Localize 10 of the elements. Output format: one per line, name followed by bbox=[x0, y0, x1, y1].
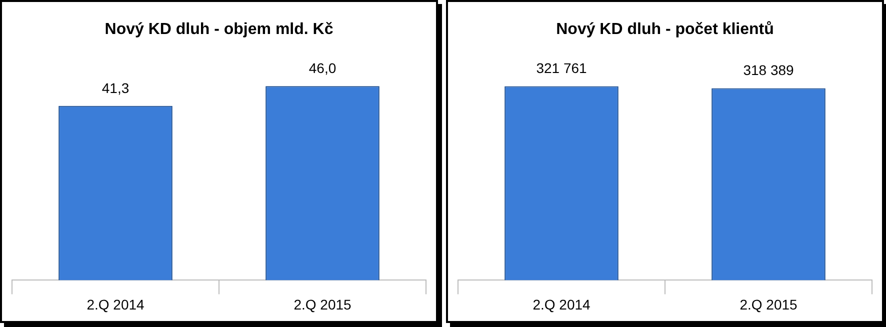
data-label: 321 761 bbox=[536, 60, 588, 76]
data-label: 318 389 bbox=[743, 62, 794, 78]
data-label: 46,0 bbox=[308, 60, 336, 76]
chart-title: Nový KD dluh - objem mld. Kč bbox=[104, 21, 334, 38]
x-tick-label: 2.Q 2014 bbox=[86, 296, 145, 312]
x-tick-label: 2.Q 2015 bbox=[294, 296, 352, 312]
data-label: 41,3 bbox=[102, 80, 130, 96]
chart-title: Nový KD dluh - počet klientů bbox=[556, 21, 774, 38]
x-tick-label: 2.Q 2015 bbox=[740, 296, 798, 312]
x-tick-label: 2.Q 2014 bbox=[532, 296, 591, 312]
